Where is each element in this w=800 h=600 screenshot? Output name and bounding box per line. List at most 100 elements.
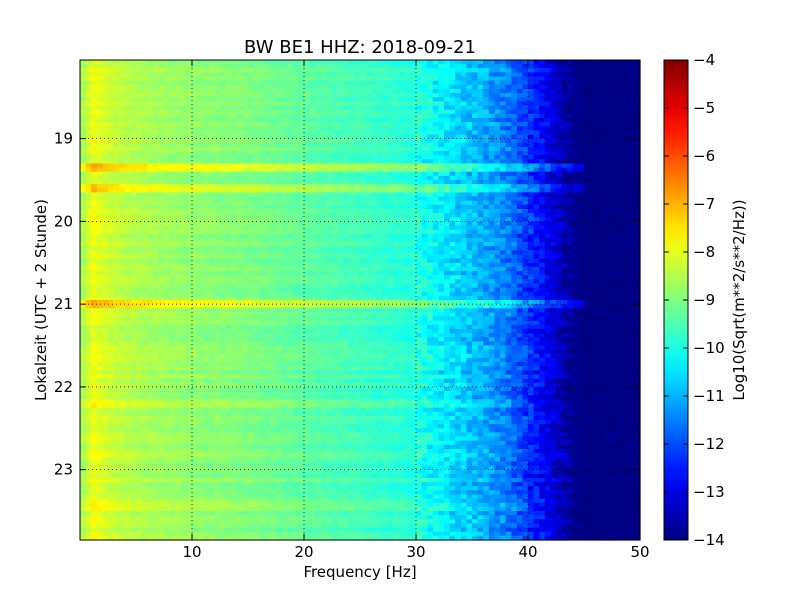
heatmap-cell: [130, 262, 137, 268]
heatmap-cell: [242, 250, 249, 256]
heatmap-cell: [404, 151, 411, 156]
heatmap-cell: [80, 233, 87, 239]
heatmap-cell: [360, 192, 367, 198]
heatmap-cell: [556, 250, 563, 256]
heatmap-cell: [248, 246, 255, 251]
heatmap-cell: [192, 171, 199, 177]
heatmap-cell: [444, 109, 451, 115]
heatmap-cell: [388, 84, 395, 90]
heatmap-cell: [102, 155, 109, 160]
heatmap-cell: [410, 138, 417, 144]
heatmap-cell: [259, 159, 266, 165]
heatmap-cell: [113, 151, 120, 156]
heatmap-cell: [572, 130, 579, 136]
heatmap-cell: [102, 84, 109, 90]
heatmap-cell: [617, 258, 624, 264]
heatmap-cell: [108, 64, 115, 69]
heatmap-cell: [505, 208, 512, 214]
heatmap-cell: [253, 109, 260, 115]
heatmap-cell: [253, 122, 260, 127]
heatmap-cell: [169, 200, 176, 206]
heatmap-cell: [169, 175, 176, 181]
heatmap-cell: [231, 64, 238, 69]
heatmap-cell: [589, 208, 596, 214]
heatmap-cell: [248, 64, 255, 69]
heatmap-cell: [91, 175, 98, 181]
heatmap-cell: [292, 117, 299, 123]
heatmap-cell: [438, 229, 445, 235]
heatmap-cell: [528, 155, 535, 160]
heatmap-cell: [584, 151, 591, 156]
heatmap-cell: [595, 60, 602, 65]
heatmap-cell: [421, 246, 428, 251]
heatmap-cell: [320, 130, 327, 136]
heatmap-cell: [365, 217, 372, 222]
heatmap-cell: [337, 93, 344, 98]
heatmap-cell: [214, 60, 221, 65]
heatmap-cell: [332, 258, 339, 264]
heatmap-cell: [315, 159, 322, 165]
heatmap-cell: [343, 258, 350, 264]
heatmap-cell: [634, 109, 641, 115]
heatmap-cell: [225, 167, 232, 173]
heatmap-cell: [556, 159, 563, 165]
heatmap-cell: [186, 254, 193, 260]
heatmap-cell: [326, 192, 333, 198]
heatmap-cell: [264, 188, 271, 194]
heatmap-cell: [416, 175, 423, 181]
heatmap-cell: [225, 155, 232, 160]
heatmap-cell: [466, 217, 473, 222]
heatmap-cell: [522, 105, 529, 111]
heatmap-cell: [623, 151, 630, 156]
heatmap-cell: [455, 76, 462, 82]
heatmap-cell: [203, 208, 210, 214]
heatmap-cell: [192, 167, 199, 173]
heatmap-cell: [360, 122, 367, 127]
heatmap-cell: [416, 221, 423, 227]
heatmap-cell: [214, 262, 221, 268]
heatmap-cell: [421, 237, 428, 243]
heatmap-cell: [175, 88, 182, 94]
heatmap-cell: [427, 64, 434, 69]
heatmap-cell: [354, 233, 361, 239]
heatmap-cell: [623, 88, 630, 94]
heatmap-cell: [516, 233, 523, 239]
heatmap-cell: [365, 117, 372, 123]
heatmap-cell: [348, 213, 355, 218]
heatmap-cell: [488, 213, 495, 218]
heatmap-cell: [421, 105, 428, 111]
heatmap-cell: [360, 221, 367, 227]
heatmap-cell: [141, 105, 148, 111]
heatmap-cell: [606, 151, 613, 156]
heatmap-cell: [147, 151, 154, 156]
heatmap-cell: [270, 208, 277, 214]
heatmap-cell: [371, 242, 378, 247]
heatmap-cell: [444, 126, 451, 131]
heatmap-cell: [220, 196, 227, 202]
heatmap-cell: [595, 196, 602, 202]
heatmap-cell: [444, 84, 451, 90]
heatmap-cell: [304, 188, 311, 194]
heatmap-cell: [600, 126, 607, 131]
heatmap-cell: [96, 151, 103, 156]
heatmap-cell: [152, 130, 159, 136]
heatmap-cell: [505, 258, 512, 264]
heatmap-cell: [147, 155, 154, 160]
heatmap-cell: [404, 229, 411, 235]
heatmap-cell: [287, 134, 294, 140]
heatmap-cell: [438, 68, 445, 74]
heatmap-cell: [298, 180, 305, 185]
heatmap-cell: [320, 142, 327, 148]
heatmap-cell: [584, 97, 591, 102]
heatmap-cell: [460, 184, 467, 189]
heatmap-cell: [253, 258, 260, 264]
heatmap-cell: [572, 250, 579, 256]
heatmap-cell: [102, 208, 109, 214]
heatmap-cell: [175, 167, 182, 173]
heatmap-cell: [438, 246, 445, 251]
heatmap-cell: [404, 171, 411, 177]
heatmap-cell: [220, 80, 227, 86]
heatmap-cell: [438, 200, 445, 206]
heatmap-cell: [595, 93, 602, 98]
heatmap-cell: [444, 88, 451, 94]
